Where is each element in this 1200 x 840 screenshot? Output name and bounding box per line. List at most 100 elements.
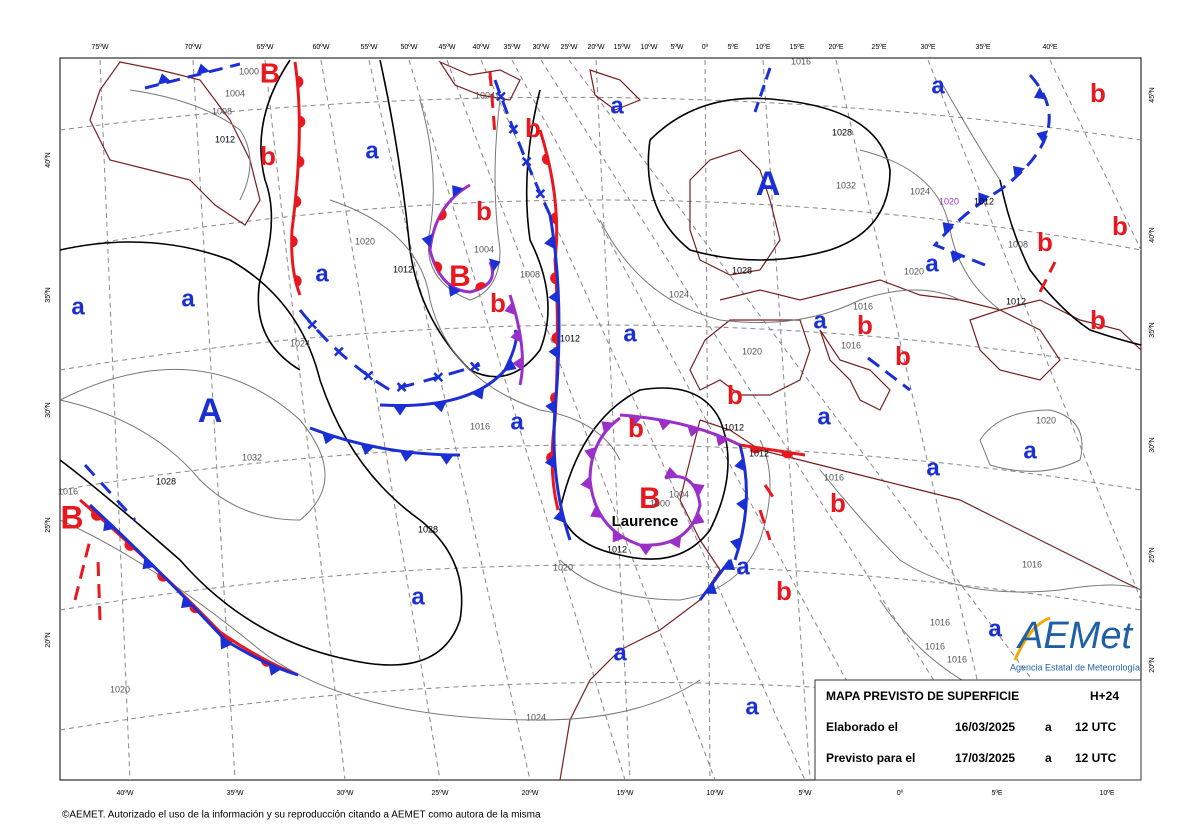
copyright: ©AEMET. Autorizado el uso de la informac… [62,810,541,821]
front-line [493,79,552,216]
front-symbol [471,387,485,400]
front-symbol [294,195,302,208]
front-line [79,498,299,677]
front-symbol [942,222,955,235]
front-symbol [504,301,516,316]
fronts [73,61,1057,677]
front-line [290,61,302,296]
isobar-label: 1012 [560,333,580,343]
front-line [88,503,299,677]
front-symbol [1034,87,1047,100]
front-line [83,463,137,522]
lon-label: 10ºW [641,44,658,51]
info-cell: 16/03/2025 [955,720,1015,734]
front-symbol [544,235,555,250]
front-symbol [734,457,746,472]
front-symbol [433,372,444,383]
lon-label: 25ºW [432,790,449,797]
lon-label: 30ºW [533,44,550,51]
front-symbol [692,511,705,525]
front-symbol [657,419,672,431]
lon-label: 10ºW [707,790,724,797]
front-symbol [439,454,454,465]
pressure-center: b [1090,78,1106,108]
isobar-label: 1032 [242,452,262,462]
lon-label: 55ºW [361,44,378,51]
info-cell: 17/03/2025 [955,751,1015,765]
lon-label: 35ºE [975,44,990,51]
lat-label: 20ºN [45,632,52,647]
front-line [932,73,1051,267]
info-lead-time: H+24 [1090,689,1119,703]
front-symbol [521,156,532,167]
front-symbol [157,73,172,85]
front-symbol [103,519,116,532]
pressure-center: b [830,488,846,518]
pressure-center: B [639,482,661,515]
front-line [73,539,102,621]
isobar-label: 1024 [290,338,310,348]
isobar-label: 1016 [470,421,490,431]
front-line [309,426,461,457]
front-line [698,559,732,601]
pressure-center: a [817,403,831,430]
pressure-center: B [260,57,280,88]
front-symbol [544,454,556,469]
pressure-center: a [813,307,827,334]
lat-label: 25ºN [1149,547,1156,562]
isobar-label: 1004 [225,88,245,98]
front-symbol [1012,166,1025,179]
isobar-label: 1028 [156,476,176,486]
isobar-label: 1000 [239,66,259,76]
pressure-center: b [1090,305,1106,335]
front-symbol [687,425,701,437]
front-symbol [541,153,550,165]
isobar-label: 1020 [355,236,375,246]
front-symbol [553,509,565,523]
front-line [739,443,806,457]
pressure-center: b [476,196,492,226]
lat-label: 30ºN [45,402,52,417]
pressure-center: a [925,250,939,277]
lon-label: 25ºE [871,44,886,51]
front-symbol [396,382,407,392]
lon-label: 0º [702,44,709,51]
front-line [428,183,494,294]
front-symbol [548,344,559,359]
front-symbol [535,188,546,199]
isobar-label: 1020 [742,346,762,356]
lat-label: 35ºN [45,287,52,302]
storm-name: Laurence [612,513,679,530]
front-symbol [504,358,517,372]
front-symbol [181,596,194,609]
pressure-center: b [1037,227,1053,257]
lat-label: 25ºN [45,517,52,532]
front-symbol [433,261,443,273]
lon-label: 0º [897,790,904,797]
front-symbol [363,370,374,381]
lon-label: 5ºW [670,44,683,51]
pressure-center: a [1023,437,1037,464]
pressure-center: b [727,380,743,410]
pressure-center: a [71,293,85,320]
pressure-center: b [525,113,541,143]
pressure-center: b [776,576,792,606]
pressure-center: b [490,288,506,318]
isobar-label: 1012 [215,134,235,144]
isobar-label: 1008 [1008,239,1028,249]
pressure-center: b [895,341,911,371]
isobar-label: 1008 [212,106,232,116]
isobar-label: 1032 [836,180,856,190]
front-symbol [510,328,522,343]
front-symbol [545,399,556,414]
front-symbol [437,209,447,221]
front-line [379,329,518,408]
lon-label: 10ºE [1099,790,1114,797]
front-symbol [664,466,679,478]
pressure-center: B [60,499,83,535]
info-title: MAPA PREVISTO DE SUPERFICIE [826,689,1019,703]
front-symbol [550,272,557,285]
isobar-label: 1028 [732,265,752,275]
front-symbol [551,332,558,345]
pressure-center: B [449,260,471,293]
